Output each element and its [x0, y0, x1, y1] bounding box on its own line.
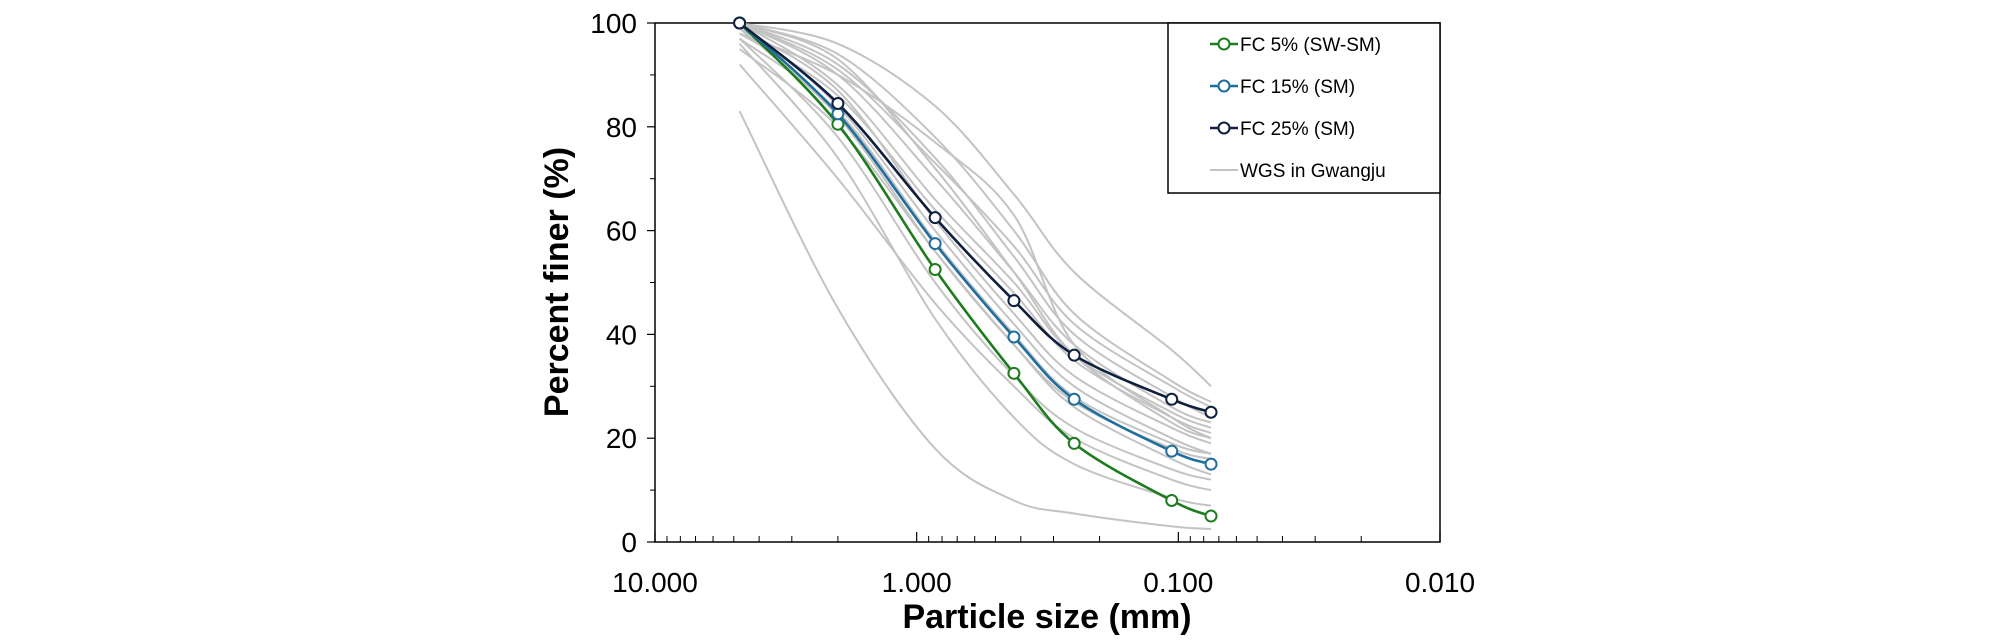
fc-series-2-point — [1067, 392, 1081, 406]
x-tick-label: 0.100 — [1143, 567, 1213, 598]
wgs-curve-line — [739, 22, 1212, 388]
y-tick-label: 60 — [606, 216, 637, 247]
wgs-curve-line — [739, 32, 1212, 434]
legend-label: FC 5% (SW-SM) — [1240, 35, 1381, 56]
wgs-curve-line — [739, 22, 1212, 403]
fc-series-2-point — [831, 107, 845, 121]
wgs-curve-line — [739, 22, 1212, 424]
wgs-curves-group — [738, 22, 1212, 530]
legend: FC 5% (SW-SM) FC 15% (SM) FC 25% (SM) WGS i… — [1167, 22, 1441, 194]
x-tick-label: 0.010 — [1405, 567, 1475, 598]
fc-series-1-point — [1204, 509, 1218, 523]
y-tick-label: 20 — [606, 423, 637, 454]
wgs-curve-line — [738, 110, 1212, 530]
legend-swatch-marker — [1217, 79, 1231, 93]
wgs-curve-line — [739, 22, 1212, 429]
fc-series-group — [733, 16, 1218, 523]
fc-series-3-point — [1165, 392, 1179, 406]
y-tick-label: 40 — [606, 319, 637, 350]
wgs-curve-line — [738, 37, 1212, 481]
y-axis-title: Percent finer (%) — [538, 147, 576, 417]
legend-label: FC 15% (SM) — [1240, 77, 1355, 98]
fc-series-3-point — [1067, 348, 1081, 362]
legend-label: FC 25% (SM) — [1240, 119, 1355, 140]
x-tick-label: 10.000 — [612, 567, 698, 598]
wgs-curve-line — [739, 27, 1212, 445]
fc-series-2-point — [928, 237, 942, 251]
fc-series-3-point — [1007, 294, 1021, 308]
wgs-curve-line — [739, 22, 1212, 440]
y-axis: 0 20 40 60 80 100 — [590, 8, 655, 558]
fc-series-3-point — [733, 16, 747, 30]
fc-series-3-point — [831, 96, 845, 110]
wgs-curve-line — [739, 22, 1212, 419]
fc-series-2-point — [1165, 444, 1179, 458]
fc-series-1-point — [1165, 493, 1179, 507]
y-tick-label: 100 — [590, 8, 637, 39]
fc-series-1-point — [928, 263, 942, 277]
fc-series-3-point — [1204, 405, 1218, 419]
wgs-curve-line — [739, 22, 1212, 408]
fc-series-2-point — [1204, 457, 1218, 471]
y-tick-label: 0 — [621, 527, 637, 558]
x-tick-label: 1.000 — [882, 567, 952, 598]
fc-series-2-point — [1007, 330, 1021, 344]
y-tick-label: 80 — [606, 112, 637, 143]
fc-series-1-point — [831, 117, 845, 131]
wgs-curve-line — [738, 63, 1212, 492]
legend-label: WGS in Gwangju — [1240, 161, 1386, 182]
fc-series-3-point — [928, 211, 942, 225]
legend-swatch-marker — [1217, 121, 1231, 135]
x-axis: 10.000 1.000 0.100 0.010 — [612, 532, 1475, 598]
legend-swatch-marker — [1217, 37, 1231, 51]
wgs-curve-line — [739, 32, 1212, 440]
legend-box — [1167, 22, 1441, 194]
x-axis-title: Particle size (mm) — [902, 598, 1191, 636]
fc-series-1-point — [1067, 436, 1081, 450]
fc-series-1-point — [1007, 366, 1021, 380]
fc-series-3-line — [738, 21, 1212, 414]
